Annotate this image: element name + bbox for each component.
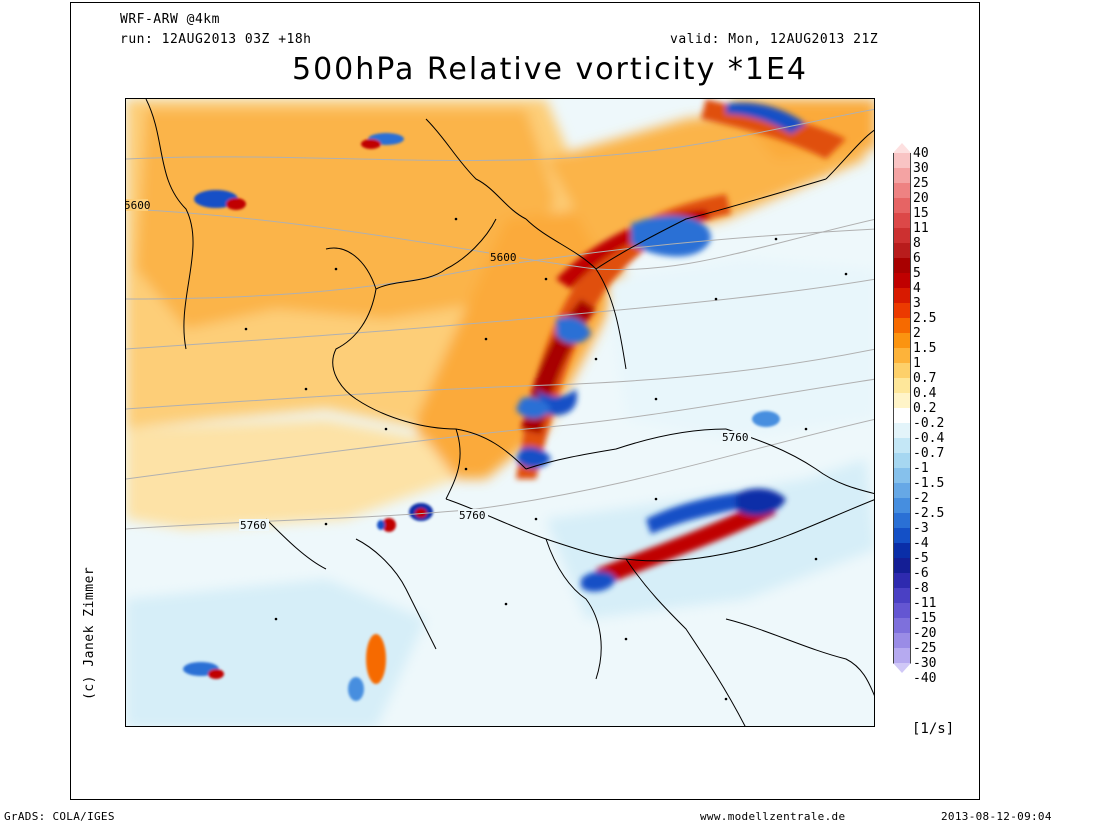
valid-label: valid: Mon, 12AUG2013 21Z xyxy=(670,32,879,47)
colorbar-swatch xyxy=(893,663,911,673)
colorbar-level-label: 8 xyxy=(913,236,921,251)
colorbar-swatch xyxy=(893,213,911,229)
footer-grads: GrADS: COLA/IGES xyxy=(4,810,115,823)
colorbar-level-label: -2 xyxy=(913,491,929,506)
colorbar-swatch xyxy=(893,633,911,649)
colorbar-level-label: -4 xyxy=(913,536,929,551)
vorticity-map: 5600 5600 5760 5760 5760 xyxy=(125,98,875,727)
run-label: run: 12AUG2013 03Z +18h xyxy=(120,32,312,47)
colorbar-swatch xyxy=(893,303,911,319)
colorbar-level-label: 30 xyxy=(913,161,929,176)
footer-timestamp: 2013-08-12-09:04 xyxy=(941,810,1052,823)
colorbar-swatch xyxy=(893,588,911,604)
geopotential-contours xyxy=(126,108,874,530)
contour-label: 5760 xyxy=(722,431,749,444)
colorbar-level-label: -1.5 xyxy=(913,476,945,491)
colorbar-swatch xyxy=(893,243,911,259)
colorbar-level-label: 4 xyxy=(913,281,921,296)
colorbar-level-label: -2.5 xyxy=(913,506,945,521)
chart-title: 500hPa Relative vorticity *1E4 xyxy=(291,52,808,87)
plot-frame xyxy=(70,2,980,800)
vorticity-band xyxy=(516,99,846,479)
colorbar-level-label: -5 xyxy=(913,551,929,566)
colorbar-level-label: 1 xyxy=(913,356,921,371)
colorbar-swatch xyxy=(893,573,911,589)
unit-label: [1/s] xyxy=(912,721,955,737)
colorbar-level-label: 5 xyxy=(913,266,921,281)
colorbar-level-label: -8 xyxy=(913,581,929,596)
colorbar-swatch xyxy=(893,288,911,304)
colorbar-swatch xyxy=(893,648,911,664)
colorbar-swatch xyxy=(893,258,911,274)
colorbar-level-label: -3 xyxy=(913,521,929,536)
colorbar-level-label: -20 xyxy=(913,626,937,641)
colorbar-level-label: 2.5 xyxy=(913,311,937,326)
colorbar-level-label: -1 xyxy=(913,461,929,476)
colorbar-level-label: 1.5 xyxy=(913,341,937,356)
colorbar-swatch xyxy=(893,468,911,484)
colorbar-level-label: -15 xyxy=(913,611,937,626)
alpine-vorticity-band xyxy=(581,488,786,592)
contour-labels: 5600 5600 5760 5760 5760 xyxy=(126,199,751,532)
contour-label: 5760 xyxy=(240,519,267,532)
colorbar-swatch xyxy=(893,183,911,199)
model-label: WRF-ARW @4km xyxy=(120,12,220,27)
colorbar-level-label: 15 xyxy=(913,206,929,221)
colorbar-swatch xyxy=(893,513,911,529)
colorbar-swatch xyxy=(893,528,911,544)
colorbar-level-label: 0.2 xyxy=(913,401,937,416)
colorbar-swatch xyxy=(893,198,911,214)
colorbar xyxy=(893,143,911,673)
colorbar-level-label: -6 xyxy=(913,566,929,581)
contour-label: 5600 xyxy=(490,251,517,264)
colorbar-level-label: -30 xyxy=(913,656,937,671)
colorbar-swatch xyxy=(893,228,911,244)
colorbar-swatch xyxy=(893,273,911,289)
colorbar-swatch xyxy=(893,363,911,379)
colorbar-swatch xyxy=(893,618,911,634)
colorbar-swatch xyxy=(893,423,911,439)
city-markers xyxy=(244,217,848,701)
colorbar-level-label: -0.4 xyxy=(913,431,945,446)
small-vortices xyxy=(183,133,780,701)
colorbar-level-label: 25 xyxy=(913,176,929,191)
colorbar-level-label: 20 xyxy=(913,191,929,206)
colorbar-swatch xyxy=(893,393,911,409)
colorbar-swatch xyxy=(893,153,911,169)
colorbar-swatch xyxy=(893,318,911,334)
contour-label: 5760 xyxy=(459,509,486,522)
colorbar-swatch xyxy=(893,543,911,559)
colorbar-swatch xyxy=(893,168,911,184)
colorbar-level-label: 0.7 xyxy=(913,371,937,386)
colorbar-swatch xyxy=(893,498,911,514)
colorbar-level-label: -0.2 xyxy=(913,416,945,431)
colorbar-swatch xyxy=(893,558,911,574)
colorbar-level-label: 0.4 xyxy=(913,386,937,401)
colorbar-level-label: 2 xyxy=(913,326,921,341)
colorbar-swatch xyxy=(893,603,911,619)
footer-website: www.modellzentrale.de xyxy=(700,810,846,823)
colorbar-swatch xyxy=(893,408,911,424)
colorbar-level-label: -11 xyxy=(913,596,937,611)
colorbar-swatch xyxy=(893,438,911,454)
credit-label: (c) Janek Zimmer xyxy=(82,566,97,700)
colorbar-swatch xyxy=(893,378,911,394)
contour-label: 5600 xyxy=(126,199,151,212)
colorbar-level-label: 11 xyxy=(913,221,929,236)
colorbar-level-label: -25 xyxy=(913,641,937,656)
colorbar-level-label: -40 xyxy=(913,671,937,686)
colorbar-swatch xyxy=(893,143,911,153)
colorbar-swatch xyxy=(893,453,911,469)
colorbar-swatch xyxy=(893,348,911,364)
colorbar-level-label: 3 xyxy=(913,296,921,311)
colorbar-level-label: -0.7 xyxy=(913,446,945,461)
colorbar-level-label: 40 xyxy=(913,146,929,161)
colorbar-swatch xyxy=(893,333,911,349)
colorbar-swatch xyxy=(893,483,911,499)
coastlines-and-borders xyxy=(145,99,874,726)
colorbar-level-label: 6 xyxy=(913,251,921,266)
